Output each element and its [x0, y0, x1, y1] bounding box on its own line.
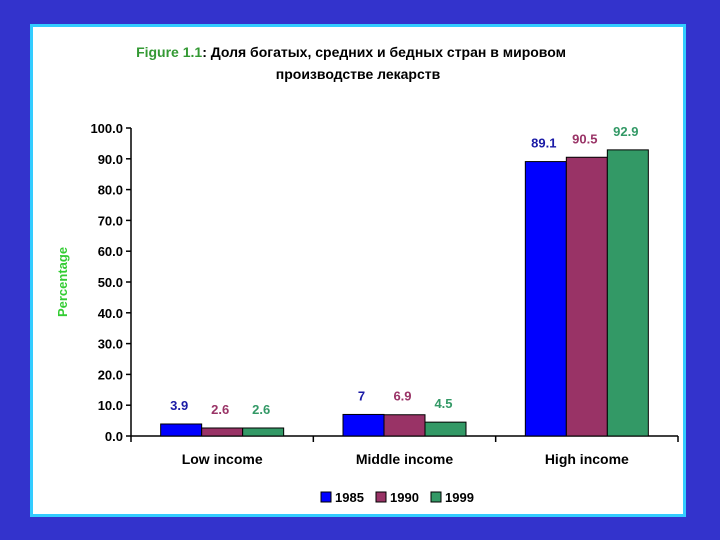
y-tick-label: 70.0	[98, 213, 123, 228]
x-tick-label: Middle income	[356, 451, 453, 467]
data-label-1985: 7	[358, 388, 365, 403]
bar-1990	[201, 427, 244, 437]
y-tick-label: 40.0	[98, 306, 123, 321]
data-label-1985: 3.9	[170, 398, 188, 413]
chart-title-line2: производстве лекарств	[276, 66, 441, 82]
bar-1990	[383, 414, 426, 437]
title-figure-number: Figure 1.1	[136, 44, 202, 60]
bar-1999	[606, 149, 649, 437]
y-tick-label: 0.0	[105, 429, 123, 444]
bar-chart: Figure 1.1: Доля богатых, средних и бедн…	[55, 44, 679, 505]
title-text: : Доля богатых, средних и бедных стран в…	[202, 44, 566, 60]
data-label-1999: 4.5	[434, 396, 452, 411]
data-label-1990: 2.6	[211, 402, 229, 417]
bar-1999	[424, 421, 467, 437]
y-tick-label: 80.0	[98, 183, 123, 198]
bar-1985	[160, 423, 203, 437]
legend-swatch-1999	[430, 491, 442, 503]
x-tick-label: High income	[545, 451, 629, 467]
legend-swatch-1985	[320, 491, 332, 503]
chart-title: Figure 1.1: Доля богатых, средних и бедн…	[136, 44, 566, 60]
y-tick-label: 10.0	[98, 398, 123, 413]
legend-label-1990: 1990	[390, 490, 419, 505]
data-label-1990: 90.5	[572, 131, 597, 146]
legend-swatch-1990	[375, 491, 387, 503]
data-label-1985: 89.1	[531, 136, 556, 151]
y-tick-label: 30.0	[98, 337, 123, 352]
bar-1985	[524, 161, 567, 437]
bar-1985	[342, 413, 385, 437]
data-label-1999: 2.6	[252, 402, 270, 417]
y-tick-label: 20.0	[98, 367, 123, 382]
legend-label-1985: 1985	[335, 490, 364, 505]
y-tick-label: 50.0	[98, 275, 123, 290]
x-tick-label: Low income	[182, 451, 263, 467]
y-tick-label: 60.0	[98, 244, 123, 259]
y-tick-label: 90.0	[98, 152, 123, 167]
legend-label-1999: 1999	[445, 490, 474, 505]
data-label-1990: 6.9	[393, 389, 411, 404]
y-axis-label: Percentage	[55, 247, 70, 317]
slide-frame: Figure 1.1: Доля богатых, средних и бедн…	[30, 24, 686, 517]
data-label-1999: 92.9	[613, 124, 638, 139]
bar-1999	[242, 427, 285, 437]
bar-1990	[565, 156, 608, 437]
y-tick-label: 100.0	[90, 121, 123, 136]
